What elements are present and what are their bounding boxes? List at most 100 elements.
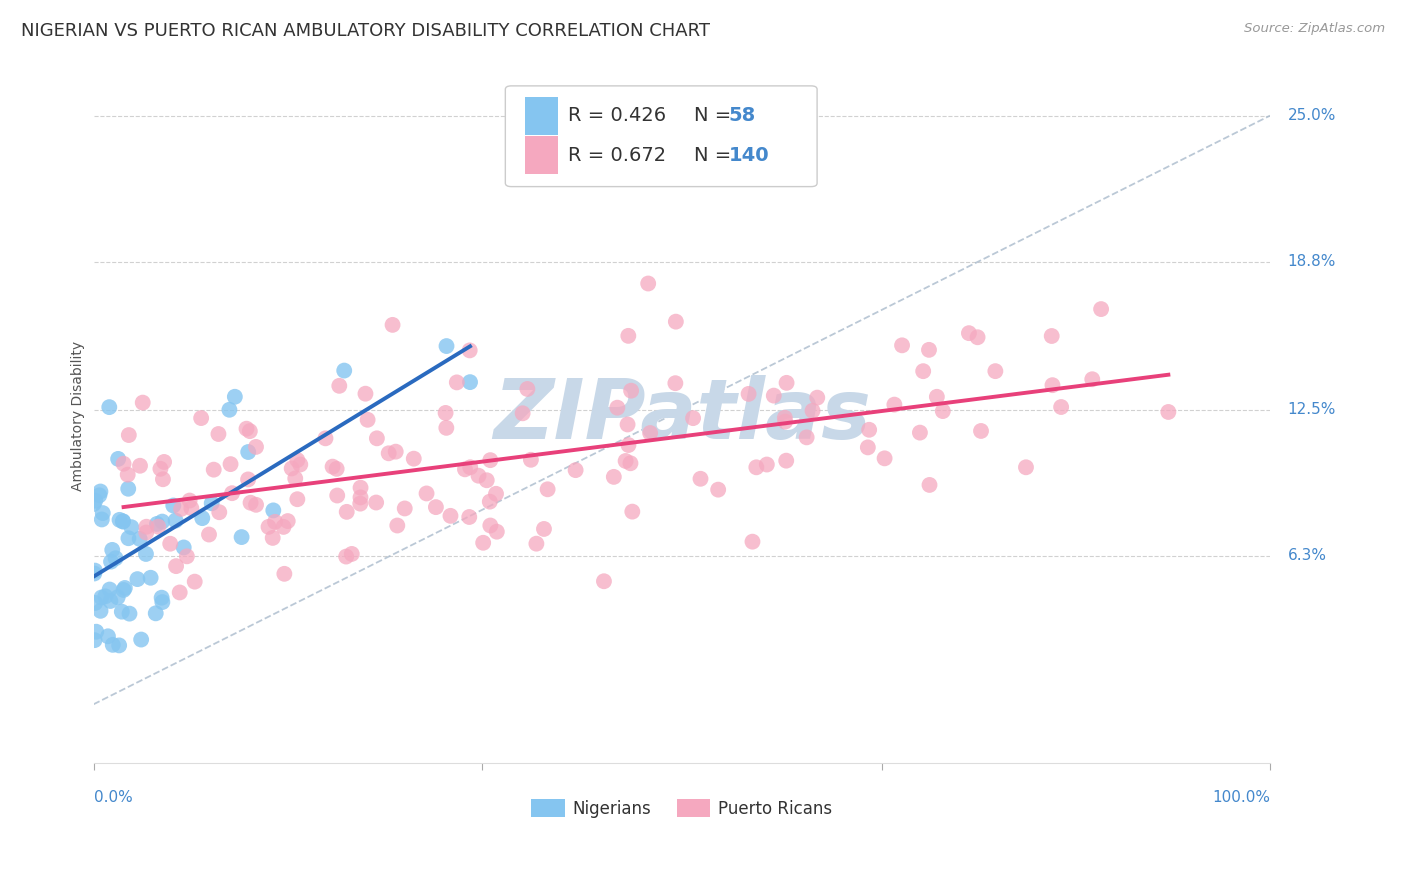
Point <box>219 457 242 471</box>
Point <box>349 481 371 495</box>
Point <box>191 511 214 525</box>
Point <box>150 515 173 529</box>
Point <box>966 330 988 344</box>
Point <box>91 506 114 520</box>
Point <box>775 376 797 390</box>
Point <box>925 390 948 404</box>
Point <box>436 339 458 353</box>
Point <box>883 398 905 412</box>
Point <box>97 629 120 643</box>
Point <box>84 564 107 578</box>
Text: 140: 140 <box>728 146 769 165</box>
Point <box>139 571 162 585</box>
Point <box>101 638 124 652</box>
Point <box>235 422 257 436</box>
Point <box>606 401 628 415</box>
Legend: Nigerians, Puerto Ricans: Nigerians, Puerto Ricans <box>524 793 839 824</box>
Point <box>354 386 377 401</box>
Point <box>349 491 371 505</box>
Point <box>132 395 155 409</box>
Point <box>239 424 262 438</box>
Point <box>384 444 406 458</box>
Point <box>333 363 356 377</box>
Point <box>98 582 121 597</box>
Point <box>284 471 307 485</box>
Point <box>475 473 498 487</box>
Point <box>94 590 117 604</box>
Point <box>458 460 481 475</box>
Point <box>84 493 107 508</box>
Point <box>533 522 555 536</box>
Point <box>536 483 558 497</box>
FancyBboxPatch shape <box>505 86 817 186</box>
Point <box>89 488 111 502</box>
Point <box>467 468 489 483</box>
Point <box>512 406 534 420</box>
Point <box>970 424 993 438</box>
Point <box>336 505 359 519</box>
Point <box>801 403 824 417</box>
Point <box>83 633 105 648</box>
Point <box>637 277 659 291</box>
Point <box>796 430 818 444</box>
Point <box>891 338 914 352</box>
Point <box>603 470 626 484</box>
Point <box>773 410 796 425</box>
Point <box>170 502 193 516</box>
Point <box>98 400 121 414</box>
Point <box>83 497 105 511</box>
Point <box>159 537 181 551</box>
Point <box>100 555 122 569</box>
Point <box>349 497 371 511</box>
Point <box>737 387 759 401</box>
Point <box>150 591 173 605</box>
Y-axis label: Ambulatory Disability: Ambulatory Disability <box>72 341 86 491</box>
Point <box>89 484 111 499</box>
Point <box>1050 400 1073 414</box>
Point <box>117 467 139 482</box>
Point <box>620 384 643 398</box>
Point <box>145 607 167 621</box>
Point <box>101 542 124 557</box>
Point <box>176 549 198 564</box>
Text: R = 0.426: R = 0.426 <box>568 106 666 125</box>
Point <box>245 498 267 512</box>
Point <box>198 527 221 541</box>
Point <box>165 559 187 574</box>
Point <box>617 329 640 343</box>
Point <box>202 463 225 477</box>
Point <box>873 451 896 466</box>
Text: 0.0%: 0.0% <box>94 789 132 805</box>
Point <box>129 632 152 647</box>
Point <box>112 582 135 597</box>
Point <box>180 501 202 516</box>
Text: N =: N = <box>693 106 737 125</box>
Point <box>762 389 785 403</box>
Point <box>118 607 141 621</box>
Text: 25.0%: 25.0% <box>1288 108 1336 123</box>
Point <box>621 505 644 519</box>
Point <box>918 343 941 357</box>
Point <box>446 376 468 390</box>
Point <box>273 520 295 534</box>
Point <box>129 458 152 473</box>
Point <box>773 415 796 429</box>
Point <box>1015 460 1038 475</box>
Point <box>479 453 502 467</box>
Point <box>619 456 641 470</box>
Point <box>458 343 481 358</box>
Point <box>89 604 111 618</box>
Point <box>179 493 201 508</box>
Point <box>112 515 135 529</box>
Point <box>614 454 637 468</box>
Point <box>231 530 253 544</box>
Point <box>107 451 129 466</box>
Point <box>381 318 404 332</box>
Point <box>221 486 243 500</box>
Text: 6.3%: 6.3% <box>1288 549 1327 564</box>
Point <box>165 514 187 528</box>
Point <box>322 459 344 474</box>
Point <box>146 516 169 531</box>
Text: 18.8%: 18.8% <box>1288 254 1336 269</box>
Point <box>117 482 139 496</box>
